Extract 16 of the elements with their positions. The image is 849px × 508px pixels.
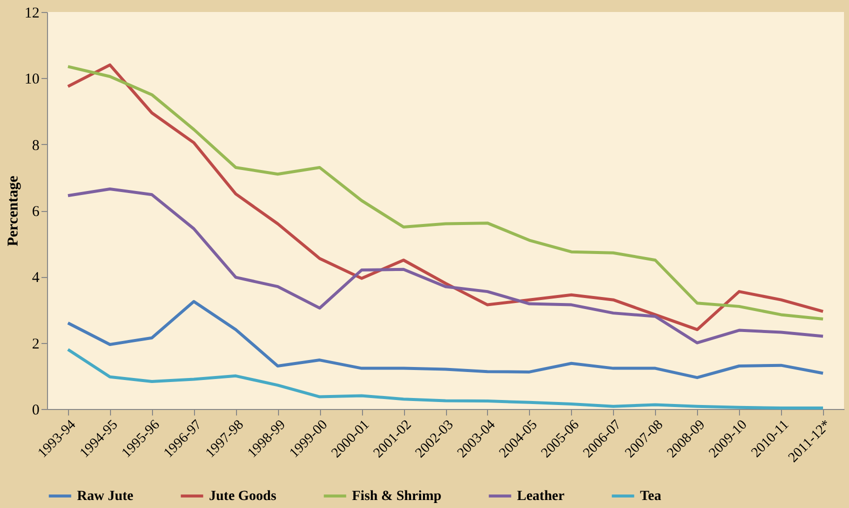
legend-label: Tea — [640, 489, 662, 504]
line-series — [66, 187, 825, 344]
y-tick-label: 12 — [24, 6, 40, 22]
y-tick-label: 2 — [32, 336, 40, 352]
legend-label: Raw Jute — [77, 489, 134, 504]
legend-label: Leather — [517, 489, 564, 504]
y-tick-label: 10 — [24, 72, 40, 88]
legend-label: Fish & Shrimp — [352, 489, 442, 504]
y-tick-label: 0 — [32, 402, 40, 418]
y-tick-label: 4 — [32, 270, 40, 286]
legend-label: Jute Goods — [209, 489, 277, 504]
y-tick-label: 6 — [32, 204, 40, 220]
line-series — [66, 300, 825, 380]
y-tick-label: 8 — [32, 138, 40, 154]
line-series — [66, 348, 825, 410]
y-axis-title: Percentage — [6, 175, 22, 246]
